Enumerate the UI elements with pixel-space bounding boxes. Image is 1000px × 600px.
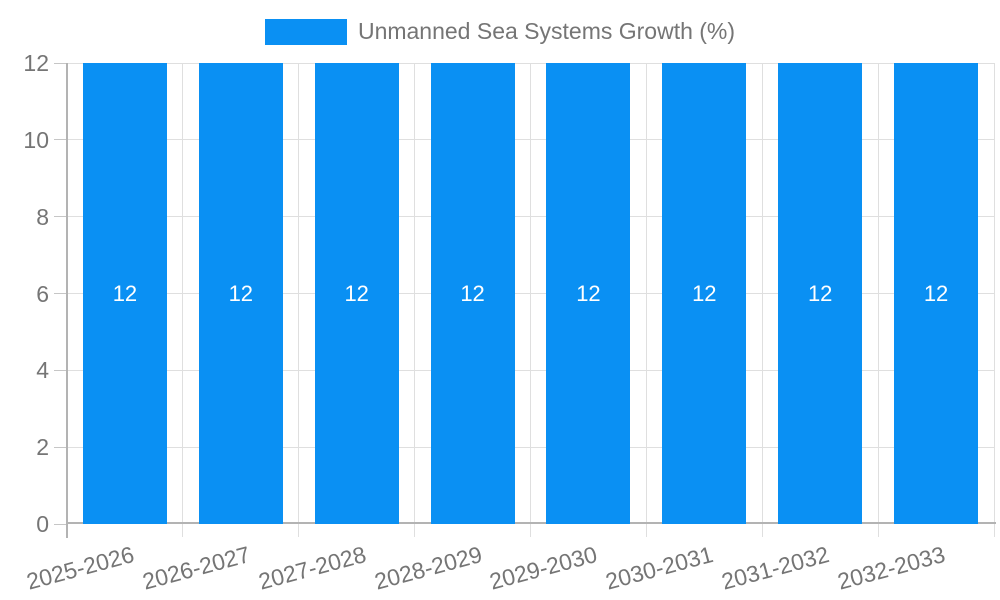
h-gridline <box>54 293 994 294</box>
bar-2028-2029[interactable]: 12 <box>430 63 515 524</box>
v-gridline <box>761 63 763 537</box>
bar-value-label: 12 <box>807 280 833 306</box>
chart-legend[interactable]: Unmanned Sea Systems Growth (%) <box>0 18 1000 45</box>
y-tick-label: 2 <box>36 434 49 461</box>
y-tick-label: 4 <box>36 357 49 384</box>
v-gridline <box>993 63 995 537</box>
bar-value-label: 12 <box>112 280 138 306</box>
bar-2032-2033[interactable]: 12 <box>894 63 979 524</box>
v-gridline <box>645 63 647 537</box>
bar-value-label: 12 <box>344 280 369 306</box>
y-tick-label: 0 <box>36 511 49 537</box>
x-tick-label: 2032-2033 <box>834 541 948 595</box>
h-gridline <box>54 62 994 64</box>
y-tick-mark <box>54 216 67 218</box>
bar-2025-2026[interactable]: 12 <box>82 63 167 524</box>
y-tick-mark <box>54 369 67 371</box>
x-tick-label: 2029-2030 <box>487 541 601 595</box>
bar-value-label: 12 <box>576 280 601 306</box>
y-axis-line <box>66 63 68 538</box>
bar-value-label: 12 <box>692 280 717 306</box>
plot-area: 12 12 12 12 12 12 12 12 <box>54 62 996 538</box>
y-tick-mark <box>54 523 67 525</box>
v-gridline <box>530 63 531 537</box>
x-axis-labels: 2025-2026 2026-2027 2027-2028 2028-2029 2029… <box>24 524 994 600</box>
x-axis-line <box>66 522 996 524</box>
legend-swatch-icon <box>264 18 347 45</box>
v-gridline <box>182 63 184 537</box>
v-gridline <box>414 63 416 537</box>
x-tick-label: 2027-2028 <box>255 541 369 595</box>
y-tick-label: 6 <box>36 280 49 307</box>
h-gridline <box>54 216 994 218</box>
bar-value-label: 12 <box>460 280 485 306</box>
h-gridline <box>54 139 994 141</box>
x-tick-label: 2025-2026 <box>23 541 137 595</box>
y-tick-mark <box>54 446 67 448</box>
y-tick-label: 8 <box>36 203 49 230</box>
bar-2027-2028[interactable]: 12 <box>314 63 399 524</box>
y-tick-mark <box>54 139 67 141</box>
y-tick-mark <box>54 293 67 294</box>
h-gridline <box>54 369 994 371</box>
y-axis-labels: 0 2 4 6 8 10 12 <box>0 50 49 537</box>
y-tick-label: 10 <box>23 126 49 153</box>
y-tick-label: 12 <box>23 50 49 76</box>
x-tick-label: 2030-2031 <box>603 541 717 595</box>
bar-2030-2031[interactable]: 12 <box>662 63 747 524</box>
bar-2031-2032[interactable]: 12 <box>778 63 863 524</box>
bar-value-label: 12 <box>228 280 254 306</box>
h-gridline <box>54 446 994 448</box>
bar-2026-2027[interactable]: 12 <box>198 63 283 524</box>
x-tick-label: 2031-2032 <box>718 541 832 595</box>
y-tick-mark <box>54 62 67 64</box>
x-tick-label: 2026-2027 <box>139 541 253 595</box>
v-gridline <box>298 63 300 537</box>
bar-2029-2030[interactable]: 12 <box>546 63 631 524</box>
bar-value-label: 12 <box>923 280 949 306</box>
legend-label: Unmanned Sea Systems Growth (%) <box>357 18 736 44</box>
x-tick-label: 2028-2029 <box>371 541 485 595</box>
v-gridline <box>877 63 879 537</box>
